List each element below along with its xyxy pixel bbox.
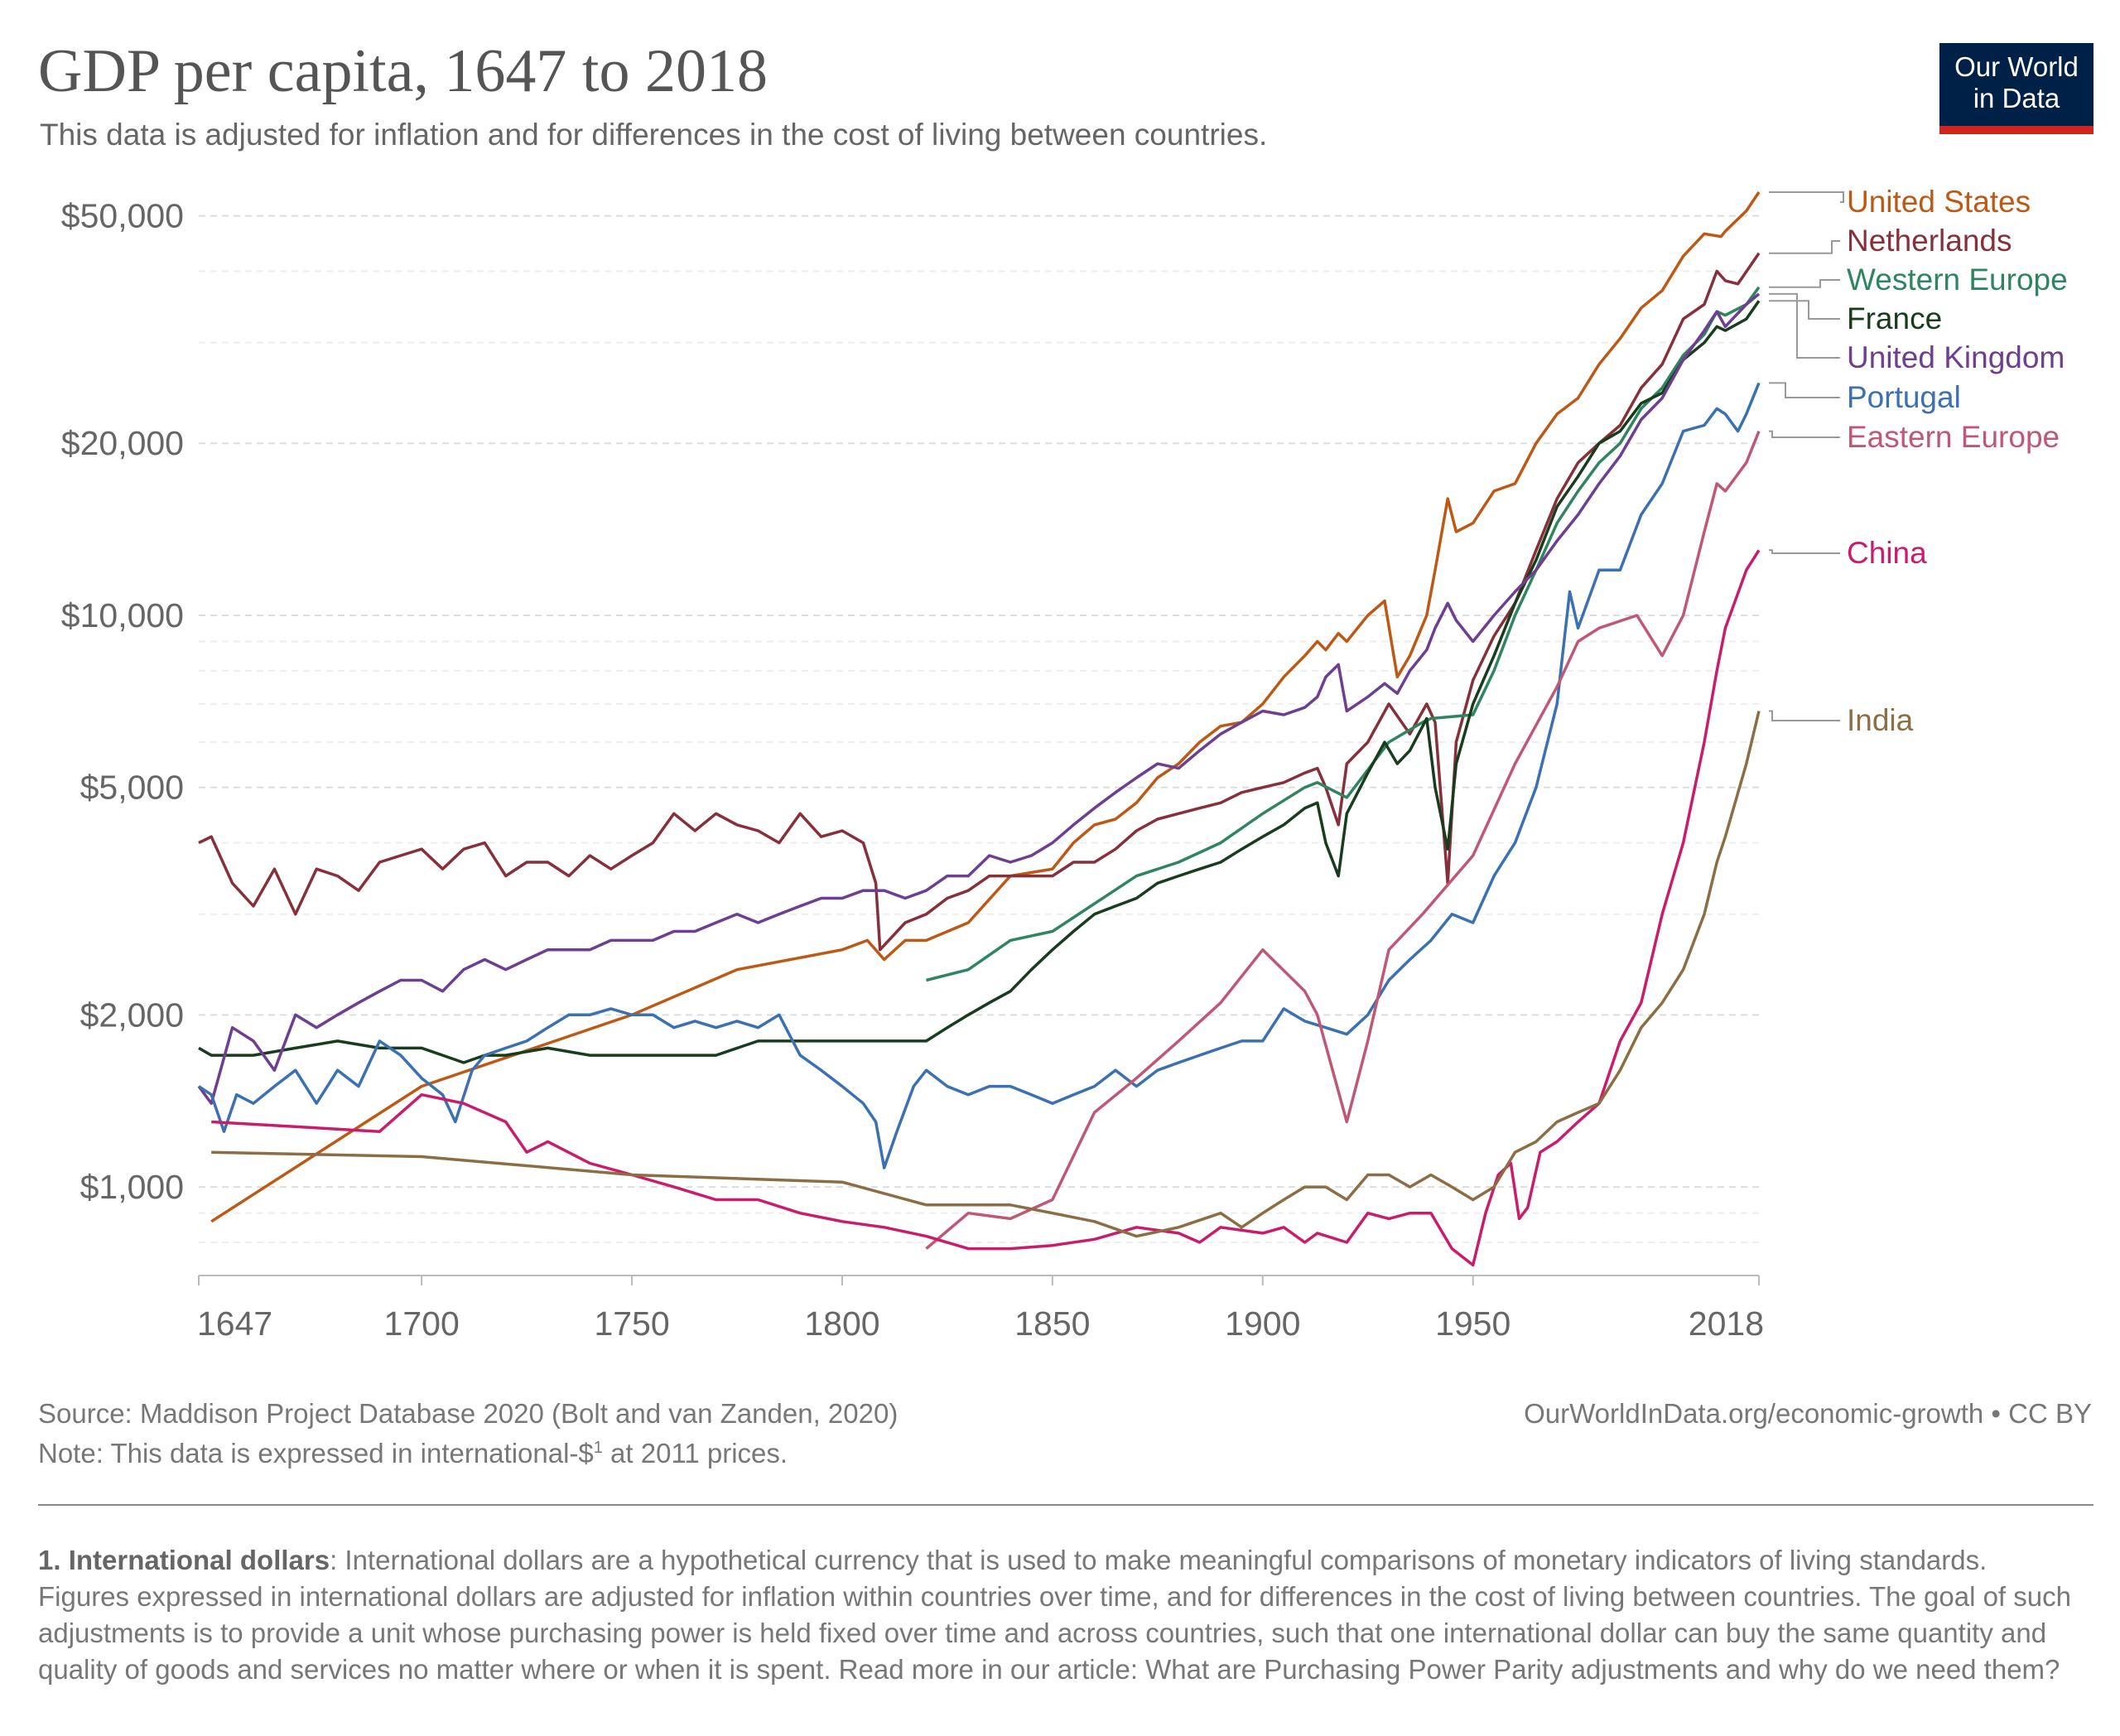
footer-divider <box>38 1504 2094 1506</box>
logo-line-1: Our World <box>1954 51 2079 82</box>
footnote-text: : International dollars are a hypothetic… <box>38 1545 2071 1685</box>
note-suffix: at 2011 prices. <box>602 1438 788 1468</box>
gridlines <box>199 215 1759 1243</box>
source-url-link[interactable]: OurWorldInData.org/economic-growth • CC … <box>1524 1398 2092 1429</box>
series-line[interactable] <box>925 430 1761 1250</box>
chart-subtitle: This data is adjusted for inflation and … <box>40 118 1268 152</box>
legend-label[interactable]: Eastern Europe <box>1847 420 2060 454</box>
line-chart: $1,000 $2,000 $5,000 $10,000 $20,000 $50,000 1… <box>61 185 2068 1343</box>
legend-connector <box>1769 191 1844 203</box>
x-tick-label: 1750 <box>594 1304 669 1343</box>
legend-connector <box>1769 710 1840 721</box>
y-tick-label: $20,000 <box>61 424 184 462</box>
series-lines <box>197 191 1761 1267</box>
legend-label[interactable]: United Kingdom <box>1847 340 2065 374</box>
legend-label[interactable]: United States <box>1847 185 2031 219</box>
legend-connector <box>1769 279 1840 288</box>
footnote-title: 1. International dollars <box>38 1545 330 1575</box>
legend-label[interactable]: India <box>1847 703 1914 737</box>
logo-line-2: in Data <box>1973 83 2060 113</box>
legend-label[interactable]: France <box>1847 301 1942 335</box>
legend-connector <box>1769 549 1840 554</box>
y-tick-label: $10,000 <box>61 596 184 634</box>
x-tick-label: 1647 <box>197 1304 272 1343</box>
note-text: Note: This data is expressed in internat… <box>38 1438 788 1469</box>
legend-connector <box>1769 240 1840 254</box>
legend-connector <box>1769 430 1840 438</box>
chart-title: GDP per capita, 1647 to 2018 <box>38 37 768 105</box>
legend-label[interactable]: China <box>1847 536 1927 570</box>
y-tick-label: $1,000 <box>80 1168 184 1206</box>
series-line[interactable] <box>211 711 1761 1238</box>
legend: United States Netherlands Western Europe Fr… <box>1769 185 2068 737</box>
owid-logo[interactable]: Our World in Data <box>1939 43 2094 134</box>
note-footnote-ref[interactable]: 1 <box>593 1439 603 1457</box>
legend-connector <box>1769 300 1840 320</box>
y-tick-label: $5,000 <box>80 769 184 807</box>
footnote: 1. International dollars: International … <box>38 1542 2084 1688</box>
series-line[interactable] <box>210 191 1761 1223</box>
series-line[interactable] <box>198 300 1761 1064</box>
x-tick-label: 2018 <box>1689 1304 1764 1343</box>
series-line[interactable] <box>926 286 1761 982</box>
legend-label[interactable]: Western Europe <box>1847 263 2068 297</box>
series-line[interactable] <box>198 252 1761 952</box>
legend-connector <box>1769 382 1840 398</box>
logo-accent-bar <box>1939 126 2094 134</box>
axes: $1,000 $2,000 $5,000 $10,000 $20,000 $50,000 1… <box>61 197 1764 1343</box>
source-text: Source: Maddison Project Database 2020 (… <box>38 1398 899 1429</box>
note-prefix: Note: This data is expressed in internat… <box>38 1438 594 1468</box>
legend-label[interactable]: Netherlands <box>1847 224 2012 258</box>
y-tick-label: $2,000 <box>80 996 184 1034</box>
series-line[interactable] <box>211 549 1761 1267</box>
x-tick-label: 1850 <box>1014 1304 1090 1343</box>
x-tick-label: 1800 <box>804 1304 879 1343</box>
legend-connector <box>1769 292 1840 359</box>
y-tick-label: $50,000 <box>61 197 184 235</box>
series-line[interactable] <box>197 292 1761 1105</box>
series-line[interactable] <box>198 382 1761 1169</box>
x-tick-label: 1950 <box>1435 1304 1510 1343</box>
legend-label[interactable]: Portugal <box>1847 380 1961 414</box>
x-tick-label: 1700 <box>384 1304 460 1343</box>
x-tick-label: 1900 <box>1225 1304 1300 1343</box>
